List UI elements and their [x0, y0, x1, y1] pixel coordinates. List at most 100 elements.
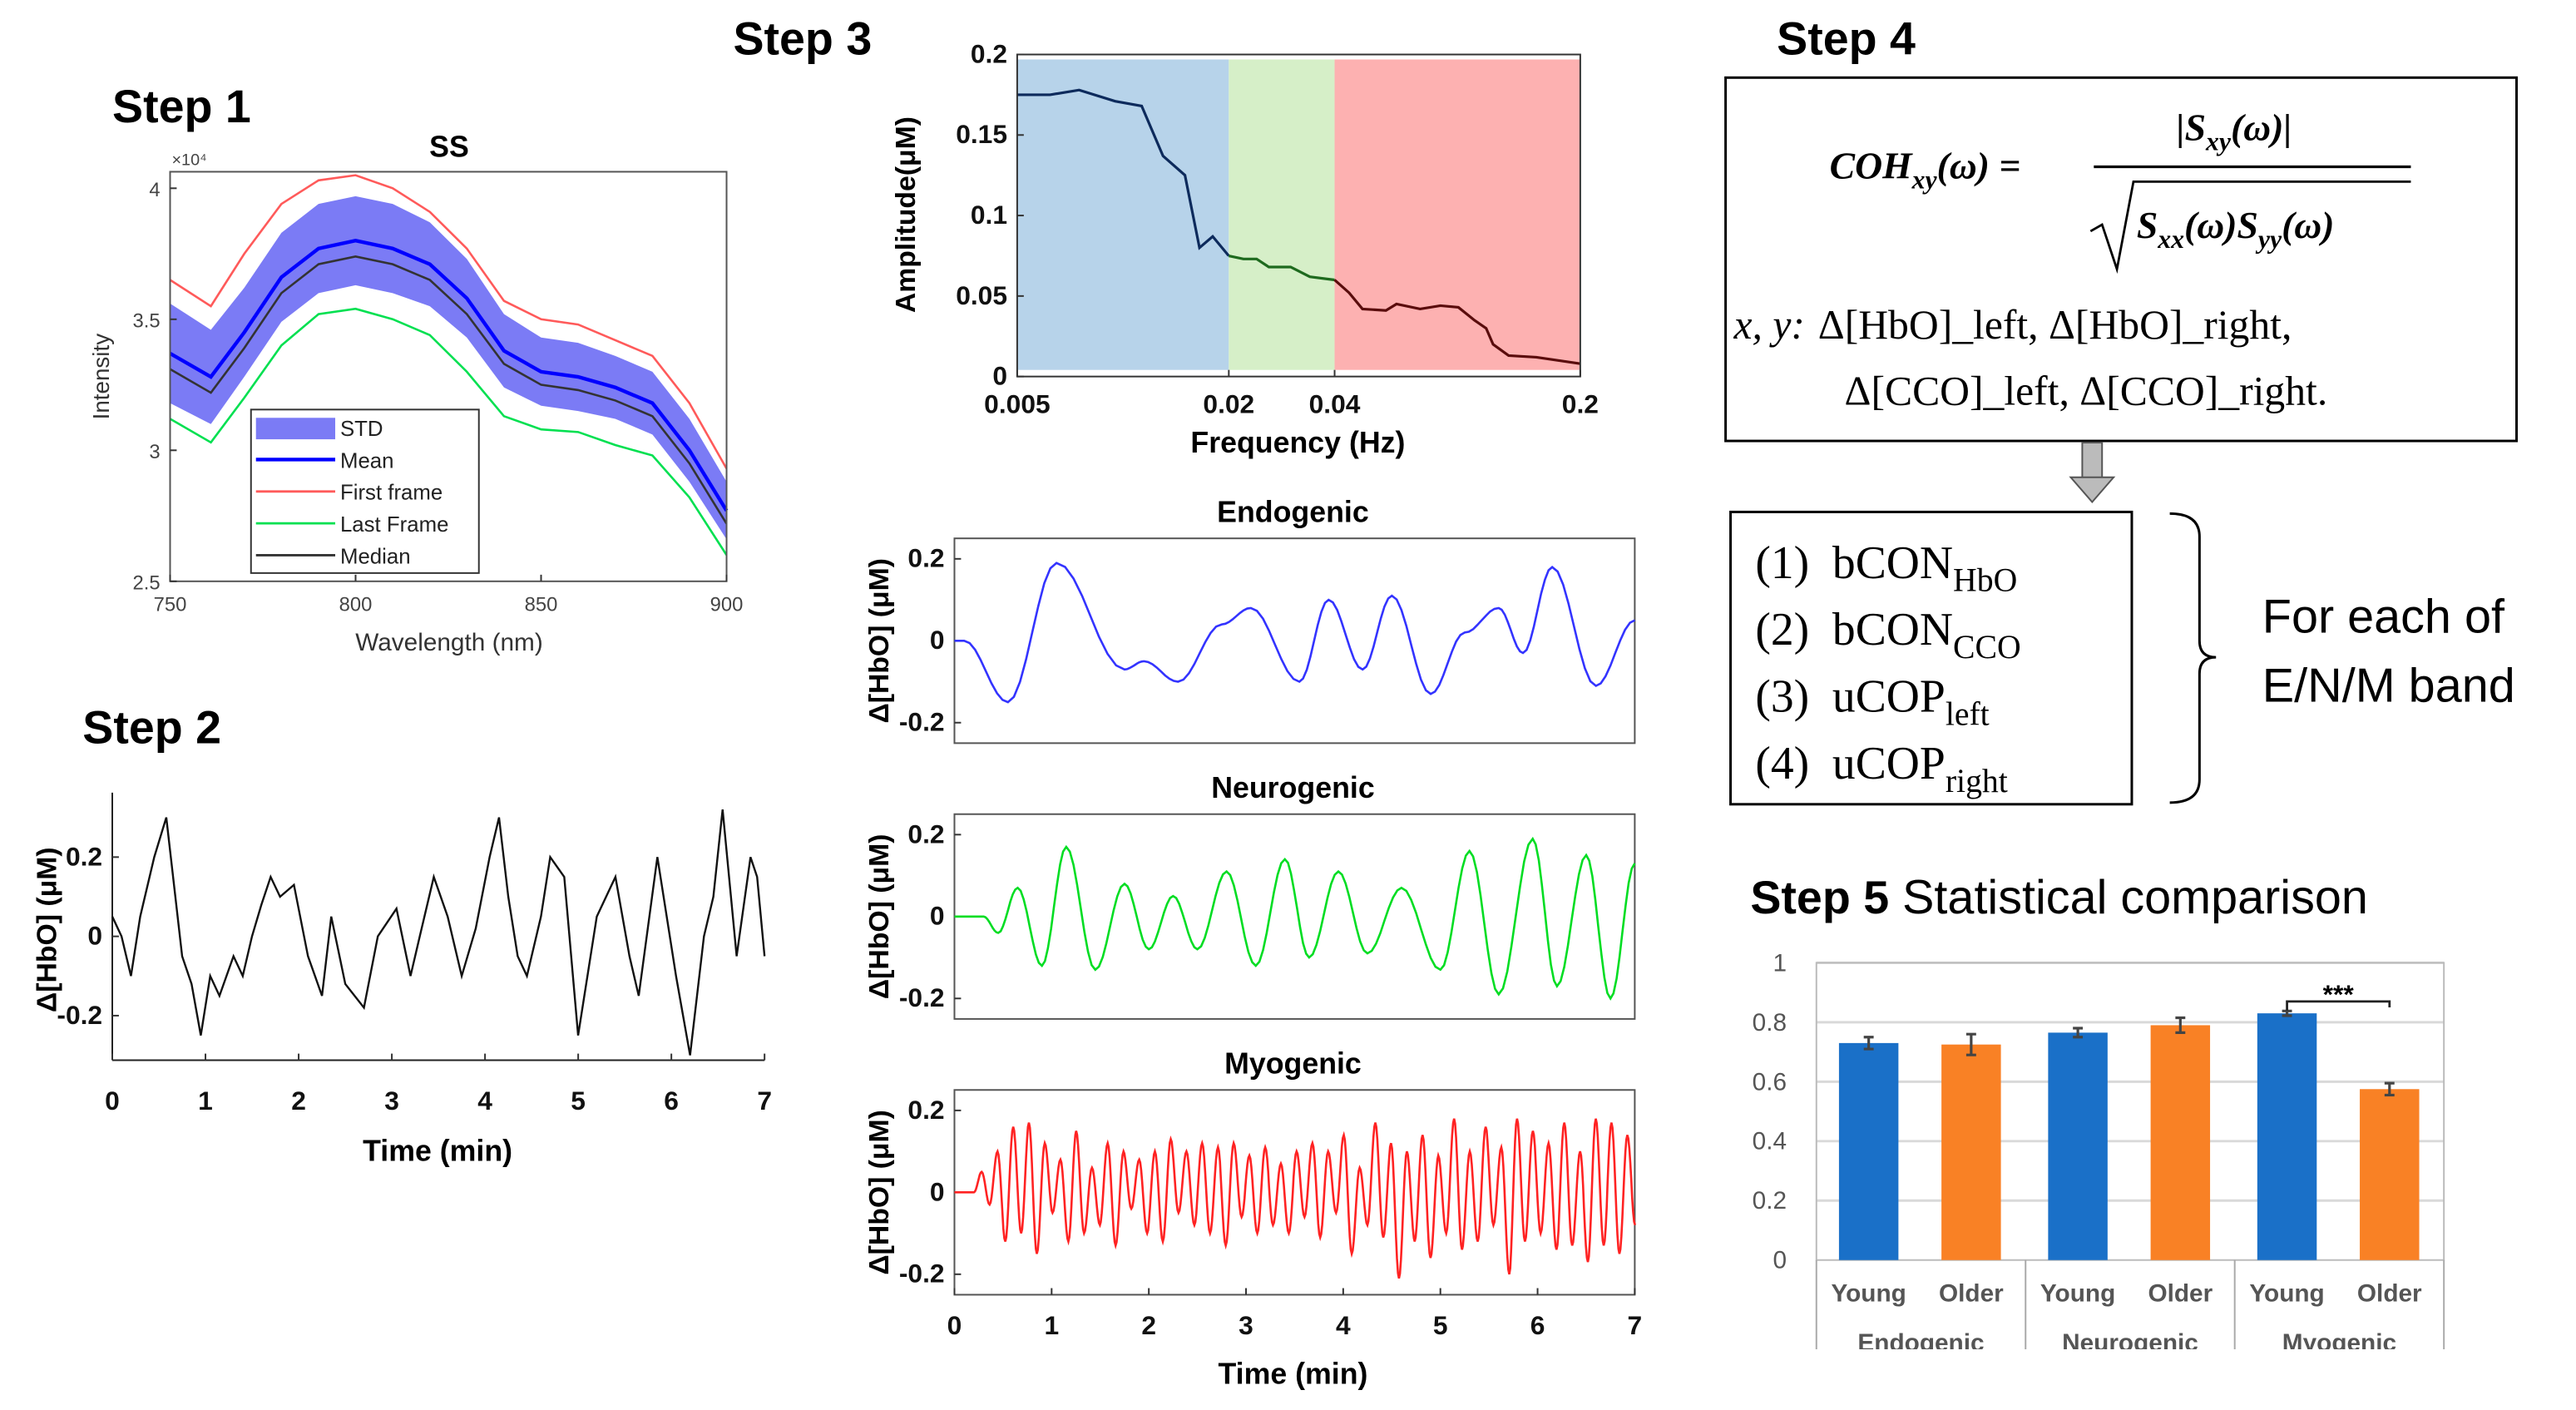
bar-older-neurogenic [2150, 1025, 2211, 1260]
x-tick-label: 750 [154, 594, 187, 616]
x-tick-label: 3 [384, 1086, 399, 1116]
series-line-last-frame [169, 307, 728, 556]
legend-label: STD [340, 418, 383, 441]
y-tick-label: 4 [149, 179, 160, 201]
chart-title: Endogenic [1217, 495, 1369, 528]
x-tick-label: 1 [198, 1086, 213, 1116]
right-brace-icon [2169, 512, 2217, 804]
y-tick-label: 0 [930, 901, 945, 931]
myogenic-line [954, 1118, 1637, 1279]
y-tick-label: 2.5 [132, 572, 160, 595]
measure-number: (2) [1755, 604, 1809, 656]
measure-subscript: CCO [1953, 629, 2021, 665]
measures-box: (1) bCONHbO(2) bCONCCO(3) uCOPleft(4) uCOPri… [1729, 510, 2515, 806]
step2-title: Step 2 [82, 701, 221, 753]
legend-label: First frame [340, 482, 443, 505]
series-line-mean [169, 239, 729, 512]
x-tick-label: 0 [947, 1310, 962, 1340]
y-tick-label: -0.2 [899, 982, 945, 1012]
x-tick-label: 800 [339, 594, 373, 616]
den-mid: (ω)S [2184, 204, 2258, 246]
y-tick-label: 0.15 [956, 119, 1007, 149]
x-tick-label: 3 [1239, 1310, 1253, 1340]
variables-text1: Δ[HbO]_left, Δ[HbO]_right, [1818, 302, 2292, 348]
group-label: Myogenic [2282, 1329, 2396, 1357]
plot-frame [1815, 962, 2445, 1261]
den-post: (ω) [2282, 204, 2334, 246]
y-axis-label: Δ[HbO] (μM) [32, 847, 63, 1012]
x-tick-label: 0.005 [984, 388, 1050, 418]
measure-name: uCOP [1832, 738, 1946, 789]
category-label: Older [2148, 1279, 2213, 1307]
measures-list: (1) bCONHbO(2) bCONCCO(3) uCOPleft(4) uCOPri… [1755, 537, 2020, 799]
measure-name: bCON [1832, 604, 1953, 656]
series-line-median [169, 255, 728, 525]
coh-argument: (ω) = [1937, 144, 2021, 186]
endogenic-line [954, 562, 1635, 704]
down-arrow-icon [2069, 442, 2116, 504]
x-tick-label: 5 [571, 1086, 586, 1116]
category-label: Older [2357, 1279, 2422, 1307]
step5-title: Step 5 Statistical comparison [1750, 871, 2368, 924]
y-tick-label: -0.2 [899, 1259, 945, 1289]
y-tick-label: -0.2 [57, 1000, 102, 1030]
bar-young-neurogenic [2048, 1032, 2108, 1260]
group-label: Endogenic [1857, 1329, 1984, 1357]
endogenic-chart: -0.2 0 0.2 Endogenic Δ[HbO] (μM) [863, 495, 1636, 745]
step5-label: Step 5 [1750, 872, 1889, 923]
x-axis-label: Wavelength (nm) [355, 629, 543, 656]
raw-hbo-chart: -0.2 0 0.2 0 1 2 3 4 5 6 7 Time (min) Δ[HbO] (μM) [32, 792, 772, 1168]
y-tick-label: 0.05 [956, 280, 1007, 310]
raw-hbo-line [111, 809, 766, 1056]
amplitude-line-myogenic [1333, 279, 1581, 365]
error-bar [2073, 1027, 2084, 1039]
step5-subtitle: Statistical comparison [1902, 871, 2368, 924]
error-bar [2175, 1016, 2186, 1034]
measure-item: (3) uCOPleft [1755, 671, 1989, 733]
series-line-first-frame [169, 174, 728, 470]
std-band [170, 195, 727, 540]
y-tick-label: 0.1 [971, 200, 1007, 230]
measure-subscript: HbO [1953, 562, 2017, 599]
measure-item: (1) bCONHbO [1755, 537, 2017, 599]
measure-name: uCOP [1832, 671, 1946, 723]
group-label: Neurogenic [2062, 1329, 2198, 1357]
numerator-subscript: xy [2205, 127, 2232, 156]
y-tick-label: 0 [930, 1176, 945, 1206]
numerator-arg: (ω)| [2231, 106, 2292, 149]
step3-title: Step 3 [733, 13, 872, 65]
plot-frame [169, 171, 728, 582]
error-bar [1965, 1032, 1976, 1056]
measures-frame [1729, 510, 2133, 806]
y-tick-label: 3 [149, 441, 160, 463]
x-tick-label: 7 [757, 1086, 772, 1116]
den-sub1: xx [2157, 225, 2184, 254]
formula-frame [1724, 76, 2519, 443]
legend-label: Mean [340, 449, 394, 472]
bar-older-myogenic [2360, 1089, 2420, 1260]
measure-number: (4) [1755, 738, 1809, 789]
x-tick-label: 2 [1141, 1310, 1156, 1340]
x-tick-label: 0.02 [1203, 388, 1254, 418]
chart-title: Neurogenic [1211, 771, 1375, 804]
bar-older-endogenic [1941, 1044, 2001, 1260]
category-label: Older [1939, 1279, 2004, 1307]
x-tick-label: 6 [1530, 1310, 1545, 1340]
amplitude-line-endogenic [1016, 88, 1230, 257]
y-tick-label: 3.5 [132, 310, 160, 333]
y-tick-label: 0 [930, 625, 945, 655]
plot-frame [953, 537, 1636, 745]
significance-stars: *** [2323, 979, 2355, 1009]
neurogenic-line [954, 836, 1636, 1001]
step4-title: Step 4 [1777, 13, 1916, 65]
x-tick-label: 7 [1628, 1310, 1643, 1340]
formula-numerator: |Sxy(ω)| [2177, 106, 2292, 156]
y-axis-label: Amplitude(μM) [890, 116, 922, 313]
x-tick-label: 850 [525, 594, 558, 616]
coh-subscript: xy [1911, 165, 1938, 194]
x-tick-label: 1 [1044, 1310, 1059, 1340]
significance-bracket [2286, 1000, 2391, 1011]
fft-chart: 0 0.05 0.1 0.15 0.2 0.005 0.02 0.04 0.2 Frequency… [890, 38, 1599, 459]
x-tick-label: 2 [291, 1086, 306, 1116]
